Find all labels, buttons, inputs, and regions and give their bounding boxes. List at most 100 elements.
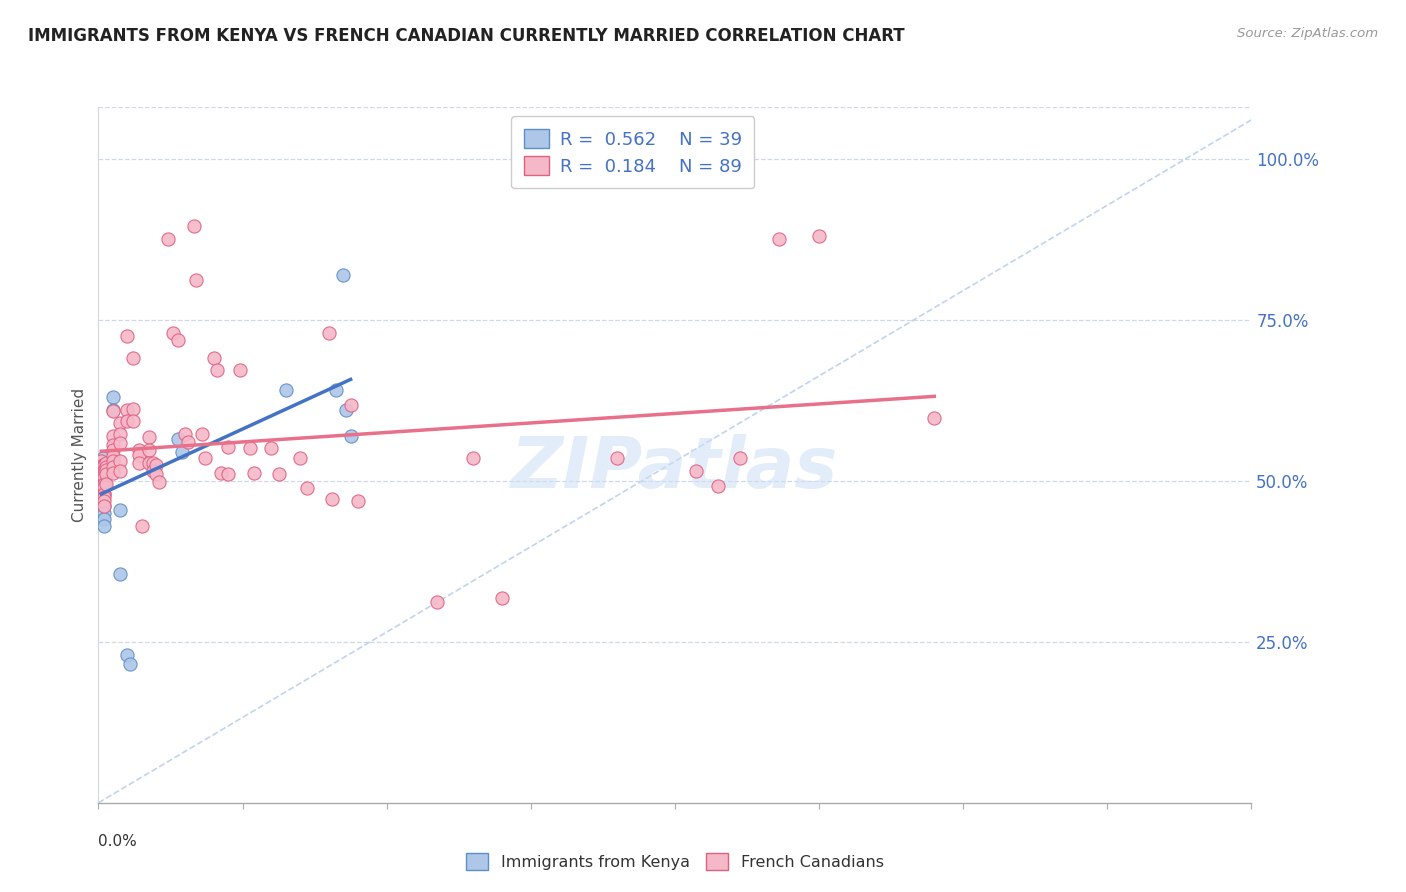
Point bbox=[170, 444, 193, 458]
Point bbox=[685, 464, 707, 478]
Point bbox=[93, 460, 115, 475]
Point bbox=[101, 438, 124, 452]
Point bbox=[93, 486, 115, 500]
Point bbox=[93, 467, 115, 482]
Point bbox=[91, 474, 114, 488]
Legend: Immigrants from Kenya, French Canadians: Immigrants from Kenya, French Canadians bbox=[458, 845, 891, 879]
Point bbox=[108, 567, 131, 582]
Point bbox=[117, 648, 139, 662]
Point bbox=[90, 460, 112, 475]
Point bbox=[108, 502, 131, 516]
Point bbox=[94, 476, 117, 491]
Point bbox=[93, 486, 115, 500]
Point bbox=[90, 467, 112, 482]
Point bbox=[426, 595, 449, 609]
Point bbox=[346, 494, 368, 508]
Point bbox=[145, 467, 167, 482]
Point bbox=[491, 591, 513, 605]
Point bbox=[205, 363, 228, 377]
Point bbox=[101, 428, 124, 442]
Text: ZIPatlas: ZIPatlas bbox=[512, 434, 838, 503]
Point bbox=[94, 467, 117, 482]
Point bbox=[174, 427, 197, 442]
Point bbox=[335, 402, 357, 417]
Point bbox=[94, 460, 117, 475]
Point bbox=[93, 464, 115, 478]
Point bbox=[228, 363, 250, 377]
Point bbox=[186, 273, 208, 287]
Point bbox=[93, 512, 115, 526]
Point bbox=[91, 451, 114, 466]
Point bbox=[108, 436, 131, 450]
Point bbox=[93, 506, 115, 520]
Point bbox=[120, 657, 142, 672]
Point bbox=[101, 466, 124, 480]
Point bbox=[93, 476, 115, 491]
Point bbox=[217, 440, 239, 454]
Point bbox=[94, 459, 117, 474]
Point bbox=[209, 466, 232, 480]
Point bbox=[93, 490, 115, 504]
Text: 0.0%: 0.0% bbox=[98, 834, 138, 849]
Point bbox=[93, 470, 115, 484]
Point bbox=[93, 458, 115, 472]
Y-axis label: Currently Married: Currently Married bbox=[72, 388, 87, 522]
Point bbox=[93, 467, 115, 482]
Point bbox=[90, 458, 112, 472]
Point bbox=[332, 268, 354, 282]
Point bbox=[297, 482, 319, 496]
Point bbox=[91, 486, 114, 500]
Point bbox=[93, 500, 115, 514]
Point bbox=[290, 451, 312, 466]
Point bbox=[131, 518, 153, 533]
Point bbox=[128, 456, 150, 470]
Point bbox=[91, 458, 114, 472]
Point bbox=[156, 232, 179, 246]
Point bbox=[122, 401, 145, 416]
Point bbox=[321, 491, 343, 506]
Point bbox=[93, 480, 115, 494]
Text: Source: ZipAtlas.com: Source: ZipAtlas.com bbox=[1237, 27, 1378, 40]
Point bbox=[101, 449, 124, 463]
Point bbox=[108, 416, 131, 430]
Point bbox=[122, 351, 145, 366]
Point bbox=[117, 402, 139, 417]
Point bbox=[128, 442, 150, 457]
Point bbox=[148, 475, 170, 489]
Point bbox=[138, 456, 160, 470]
Point bbox=[93, 474, 115, 488]
Point bbox=[260, 442, 283, 456]
Point bbox=[138, 442, 160, 457]
Point bbox=[807, 228, 830, 243]
Point bbox=[94, 463, 117, 477]
Point bbox=[217, 467, 239, 482]
Point bbox=[239, 442, 262, 456]
Point bbox=[93, 480, 115, 494]
Point bbox=[91, 464, 114, 478]
Point bbox=[274, 384, 297, 398]
Point bbox=[145, 458, 167, 473]
Point bbox=[93, 518, 115, 533]
Point bbox=[922, 410, 945, 425]
Point bbox=[339, 428, 361, 442]
Point bbox=[101, 442, 124, 457]
Point bbox=[707, 479, 730, 493]
Point bbox=[101, 404, 124, 418]
Point bbox=[194, 451, 217, 466]
Point bbox=[138, 430, 160, 444]
Point bbox=[91, 458, 114, 472]
Point bbox=[93, 494, 115, 508]
Point bbox=[339, 398, 361, 412]
Point bbox=[91, 496, 114, 510]
Point bbox=[91, 476, 114, 491]
Point bbox=[91, 476, 114, 491]
Point bbox=[117, 414, 139, 428]
Point bbox=[166, 333, 188, 347]
Point bbox=[243, 466, 266, 480]
Point bbox=[461, 451, 484, 466]
Point bbox=[94, 456, 117, 470]
Point bbox=[108, 454, 131, 468]
Point bbox=[728, 451, 751, 466]
Point bbox=[90, 464, 112, 478]
Text: IMMIGRANTS FROM KENYA VS FRENCH CANADIAN CURRENTLY MARRIED CORRELATION CHART: IMMIGRANTS FROM KENYA VS FRENCH CANADIAN… bbox=[28, 27, 904, 45]
